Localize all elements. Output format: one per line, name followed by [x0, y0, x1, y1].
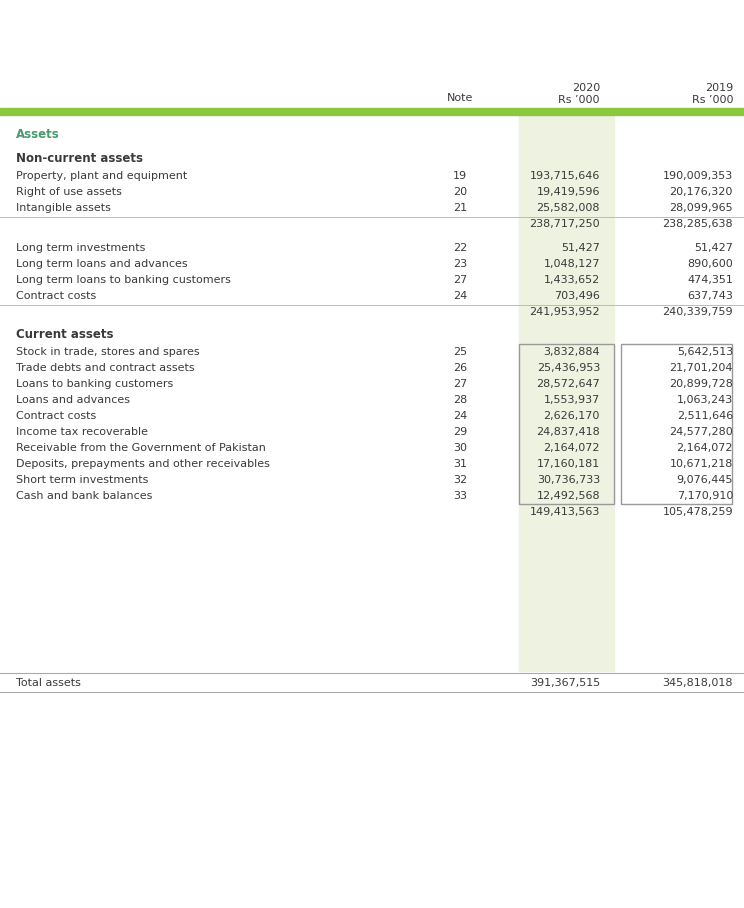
Text: 1,048,127: 1,048,127	[544, 259, 600, 269]
Text: 345,818,018: 345,818,018	[662, 678, 733, 688]
Text: 28: 28	[453, 395, 467, 405]
Text: 21,701,204: 21,701,204	[670, 363, 733, 373]
Text: 19: 19	[453, 171, 467, 181]
Text: Note: Note	[447, 93, 473, 103]
Text: 25,582,008: 25,582,008	[536, 203, 600, 213]
Text: 10,671,218: 10,671,218	[670, 459, 733, 469]
Text: Rs ’000: Rs ’000	[559, 95, 600, 105]
Text: Trade debts and contract assets: Trade debts and contract assets	[16, 363, 195, 373]
Text: 24: 24	[453, 291, 467, 301]
Text: 20,899,728: 20,899,728	[669, 379, 733, 389]
Text: 23: 23	[453, 259, 467, 269]
Text: 24,577,280: 24,577,280	[670, 427, 733, 437]
Text: Short term investments: Short term investments	[16, 475, 148, 485]
Text: 240,339,759: 240,339,759	[662, 307, 733, 317]
Text: 1,433,652: 1,433,652	[544, 275, 600, 285]
Bar	[519, 115, 614, 671]
Text: 1,553,937: 1,553,937	[544, 395, 600, 405]
Text: 12,492,568: 12,492,568	[536, 491, 600, 501]
Text: 149,413,563: 149,413,563	[530, 507, 600, 517]
Text: 9,076,445: 9,076,445	[676, 475, 733, 485]
Text: 2019: 2019	[705, 83, 733, 93]
Text: 637,743: 637,743	[687, 291, 733, 301]
Text: 24: 24	[453, 411, 467, 421]
Text: Non-current assets: Non-current assets	[16, 152, 143, 165]
Text: 30,736,733: 30,736,733	[536, 475, 600, 485]
Text: 2,511,646: 2,511,646	[677, 411, 733, 421]
Text: Right of use assets: Right of use assets	[16, 187, 122, 197]
Text: 51,427: 51,427	[561, 243, 600, 253]
Text: 22: 22	[453, 243, 467, 253]
Text: Current assets: Current assets	[16, 328, 114, 341]
Text: Income tax recoverable: Income tax recoverable	[16, 427, 148, 437]
Text: 32: 32	[453, 475, 467, 485]
Text: 20,176,320: 20,176,320	[670, 187, 733, 197]
Text: 19,419,596: 19,419,596	[536, 187, 600, 197]
Text: 2,164,072: 2,164,072	[676, 443, 733, 453]
Text: Long term loans to banking customers: Long term loans to banking customers	[16, 275, 231, 285]
Text: 30: 30	[453, 443, 467, 453]
Bar	[0, 108, 744, 115]
Text: 890,600: 890,600	[687, 259, 733, 269]
Text: 241,953,952: 241,953,952	[530, 307, 600, 317]
Text: 26: 26	[453, 363, 467, 373]
Text: Long term loans and advances: Long term loans and advances	[16, 259, 187, 269]
Text: Total assets: Total assets	[16, 678, 81, 688]
Text: 703,496: 703,496	[554, 291, 600, 301]
Text: Receivable from the Government of Pakistan: Receivable from the Government of Pakist…	[16, 443, 266, 453]
Text: Stock in trade, stores and spares: Stock in trade, stores and spares	[16, 347, 199, 357]
Text: 2020: 2020	[571, 83, 600, 93]
Text: 474,351: 474,351	[687, 275, 733, 285]
Text: 25: 25	[453, 347, 467, 357]
Bar	[519, 344, 614, 504]
Text: 17,160,181: 17,160,181	[536, 459, 600, 469]
Text: Rs ’000: Rs ’000	[691, 95, 733, 105]
Text: Intangible assets: Intangible assets	[16, 203, 111, 213]
Text: 27: 27	[453, 379, 467, 389]
Text: 7,170,910: 7,170,910	[676, 491, 733, 501]
Text: 51,427: 51,427	[694, 243, 733, 253]
Text: 33: 33	[453, 491, 467, 501]
Text: 21: 21	[453, 203, 467, 213]
Bar	[621, 344, 732, 504]
Text: 31: 31	[453, 459, 467, 469]
Text: 2,626,170: 2,626,170	[544, 411, 600, 421]
Text: Property, plant and equipment: Property, plant and equipment	[16, 171, 187, 181]
Text: 238,285,638: 238,285,638	[662, 219, 733, 229]
Text: 5,642,513: 5,642,513	[677, 347, 733, 357]
Text: 25,436,953: 25,436,953	[536, 363, 600, 373]
Text: 105,478,259: 105,478,259	[662, 507, 733, 517]
Text: 27: 27	[453, 275, 467, 285]
Text: 28,099,965: 28,099,965	[670, 203, 733, 213]
Text: Contract costs: Contract costs	[16, 291, 96, 301]
Text: Long term investments: Long term investments	[16, 243, 145, 253]
Text: Loans and advances: Loans and advances	[16, 395, 130, 405]
Text: 193,715,646: 193,715,646	[530, 171, 600, 181]
Text: 28,572,647: 28,572,647	[536, 379, 600, 389]
Text: 238,717,250: 238,717,250	[530, 219, 600, 229]
Text: 1,063,243: 1,063,243	[677, 395, 733, 405]
Text: 190,009,353: 190,009,353	[663, 171, 733, 181]
Text: 29: 29	[453, 427, 467, 437]
Text: 391,367,515: 391,367,515	[530, 678, 600, 688]
Text: Contract costs: Contract costs	[16, 411, 96, 421]
Text: 2,164,072: 2,164,072	[544, 443, 600, 453]
Text: 20: 20	[453, 187, 467, 197]
Text: 3,832,884: 3,832,884	[543, 347, 600, 357]
Text: Cash and bank balances: Cash and bank balances	[16, 491, 153, 501]
Text: Loans to banking customers: Loans to banking customers	[16, 379, 173, 389]
Text: Deposits, prepayments and other receivables: Deposits, prepayments and other receivab…	[16, 459, 270, 469]
Text: Assets: Assets	[16, 128, 60, 141]
Text: 24,837,418: 24,837,418	[536, 427, 600, 437]
